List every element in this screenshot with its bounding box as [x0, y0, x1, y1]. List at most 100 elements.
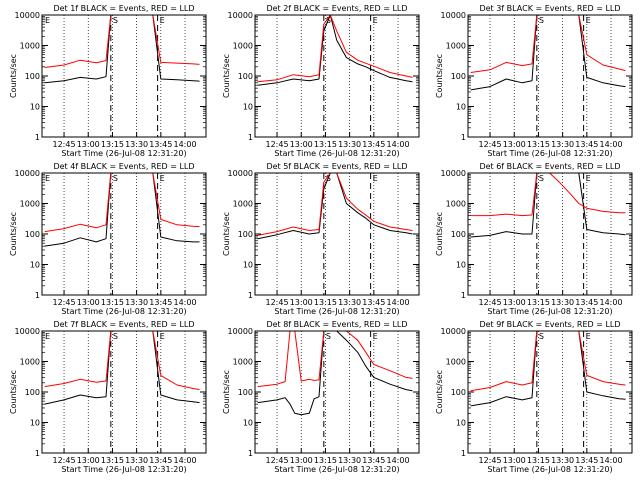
y-axis-label: Counts/sec: [435, 212, 444, 256]
y-axis-label: Counts/sec: [435, 370, 444, 414]
x-tick-label: 12:45: [266, 456, 289, 465]
x-tick-label: 13:45: [575, 140, 598, 149]
x-tick-label: 13:00: [290, 298, 313, 307]
lld-series-line: [44, 14, 200, 68]
plot-frame: [254, 330, 420, 454]
x-tick-label: 13:30: [551, 140, 574, 149]
events-series-line: [257, 172, 413, 240]
y-tick-label: 1000: [446, 358, 466, 367]
events-series-line: [470, 330, 626, 407]
plot-frame: [254, 14, 420, 138]
events-series-line: [44, 14, 200, 84]
y-tick-label: 100: [238, 388, 253, 397]
x-tick-label: 13:30: [551, 456, 574, 465]
x-tick-label: 13:00: [290, 456, 313, 465]
y-tick-label: 1: [248, 133, 253, 142]
y-tick-label: 100: [238, 230, 253, 239]
y-tick-label: 1000: [446, 200, 466, 209]
interval-marker-label: E: [160, 332, 165, 341]
panel-title: Det 9f BLACK = Events, RED = LLD: [479, 320, 620, 329]
x-tick-label: 12:45: [53, 140, 76, 149]
x-tick-label: 12:45: [53, 298, 76, 307]
panel-title: Det 6f BLACK = Events, RED = LLD: [479, 162, 620, 171]
y-tick-label: 1: [35, 291, 40, 300]
x-tick-label: 12:45: [266, 298, 289, 307]
y-tick-label: 10000: [228, 11, 253, 20]
plot-frame: [467, 330, 633, 454]
x-axis-label: Start Time (26-Jul-08 12:31:20): [61, 465, 186, 474]
y-tick-label: 100: [25, 388, 40, 397]
y-tick-label: 1000: [20, 200, 40, 209]
events-series-line: [470, 172, 626, 238]
y-tick-label: 100: [25, 72, 40, 81]
x-tick-label: 12:45: [479, 140, 502, 149]
panel-title: Det 2f BLACK = Events, RED = LLD: [266, 4, 407, 13]
y-tick-label: 10: [456, 419, 466, 428]
plot-frame: [467, 172, 633, 296]
y-tick-label: 1000: [233, 42, 253, 51]
x-tick-label: 13:00: [77, 456, 100, 465]
x-tick-label: 14:00: [173, 140, 196, 149]
y-tick-label: 100: [25, 230, 40, 239]
y-tick-label: 10: [243, 261, 253, 270]
x-tick-label: 13:30: [338, 140, 361, 149]
y-axis-label: Counts/sec: [9, 370, 18, 414]
events-series-line: [257, 14, 413, 86]
y-axis-label: Counts/sec: [9, 54, 18, 98]
interval-marker-label: S: [113, 332, 118, 341]
x-tick-label: 12:45: [479, 456, 502, 465]
lld-series-line: [470, 172, 626, 217]
x-tick-label: 13:30: [125, 298, 148, 307]
events-series-line: [44, 330, 200, 405]
x-tick-label: 13:30: [125, 456, 148, 465]
plot-frame: [41, 172, 207, 296]
x-tick-label: 13:15: [314, 298, 337, 307]
interval-marker-label: E: [45, 16, 50, 25]
x-axis-label: Start Time (26-Jul-08 12:31:20): [274, 465, 399, 474]
x-tick-label: 13:00: [503, 140, 526, 149]
y-tick-label: 10000: [228, 169, 253, 178]
y-tick-label: 1000: [446, 42, 466, 51]
y-tick-label: 1: [35, 133, 40, 142]
panel-title: Det 1f BLACK = Events, RED = LLD: [53, 4, 194, 13]
y-tick-label: 1000: [233, 358, 253, 367]
interval-marker-label: E: [45, 174, 50, 183]
x-tick-label: 13:15: [527, 298, 550, 307]
interval-marker-label: E: [373, 332, 378, 341]
panel-title: Det 3f BLACK = Events, RED = LLD: [479, 4, 620, 13]
x-tick-label: 13:15: [314, 456, 337, 465]
x-tick-label: 13:45: [362, 298, 385, 307]
interval-marker-label: S: [113, 174, 118, 183]
x-tick-label: 13:00: [77, 140, 100, 149]
y-tick-label: 1000: [20, 358, 40, 367]
events-series-line: [470, 14, 626, 91]
y-axis-label: Counts/sec: [222, 54, 231, 98]
lld-series-line: [470, 330, 626, 392]
x-tick-label: 14:00: [386, 456, 409, 465]
x-tick-label: 13:45: [149, 456, 172, 465]
y-axis-label: Counts/sec: [222, 370, 231, 414]
lld-series-line: [257, 172, 413, 236]
y-tick-label: 10000: [441, 169, 466, 178]
x-axis-label: Start Time (26-Jul-08 12:31:20): [61, 307, 186, 316]
plot-frame: [467, 14, 633, 138]
x-tick-label: 13:15: [527, 456, 550, 465]
x-tick-label: 12:45: [53, 456, 76, 465]
y-tick-label: 10000: [228, 327, 253, 336]
x-tick-label: 14:00: [599, 298, 622, 307]
y-tick-label: 10000: [441, 11, 466, 20]
y-tick-label: 10000: [15, 327, 40, 336]
lld-series-line: [44, 172, 200, 233]
interval-marker-label: S: [539, 174, 544, 183]
y-tick-label: 100: [451, 230, 466, 239]
y-tick-label: 1: [248, 291, 253, 300]
panel-title: Det 5f BLACK = Events, RED = LLD: [266, 162, 407, 171]
y-tick-label: 10: [30, 419, 40, 428]
y-tick-label: 1: [461, 291, 466, 300]
x-tick-label: 13:00: [290, 140, 313, 149]
interval-marker-label: E: [586, 16, 591, 25]
x-tick-label: 13:00: [77, 298, 100, 307]
